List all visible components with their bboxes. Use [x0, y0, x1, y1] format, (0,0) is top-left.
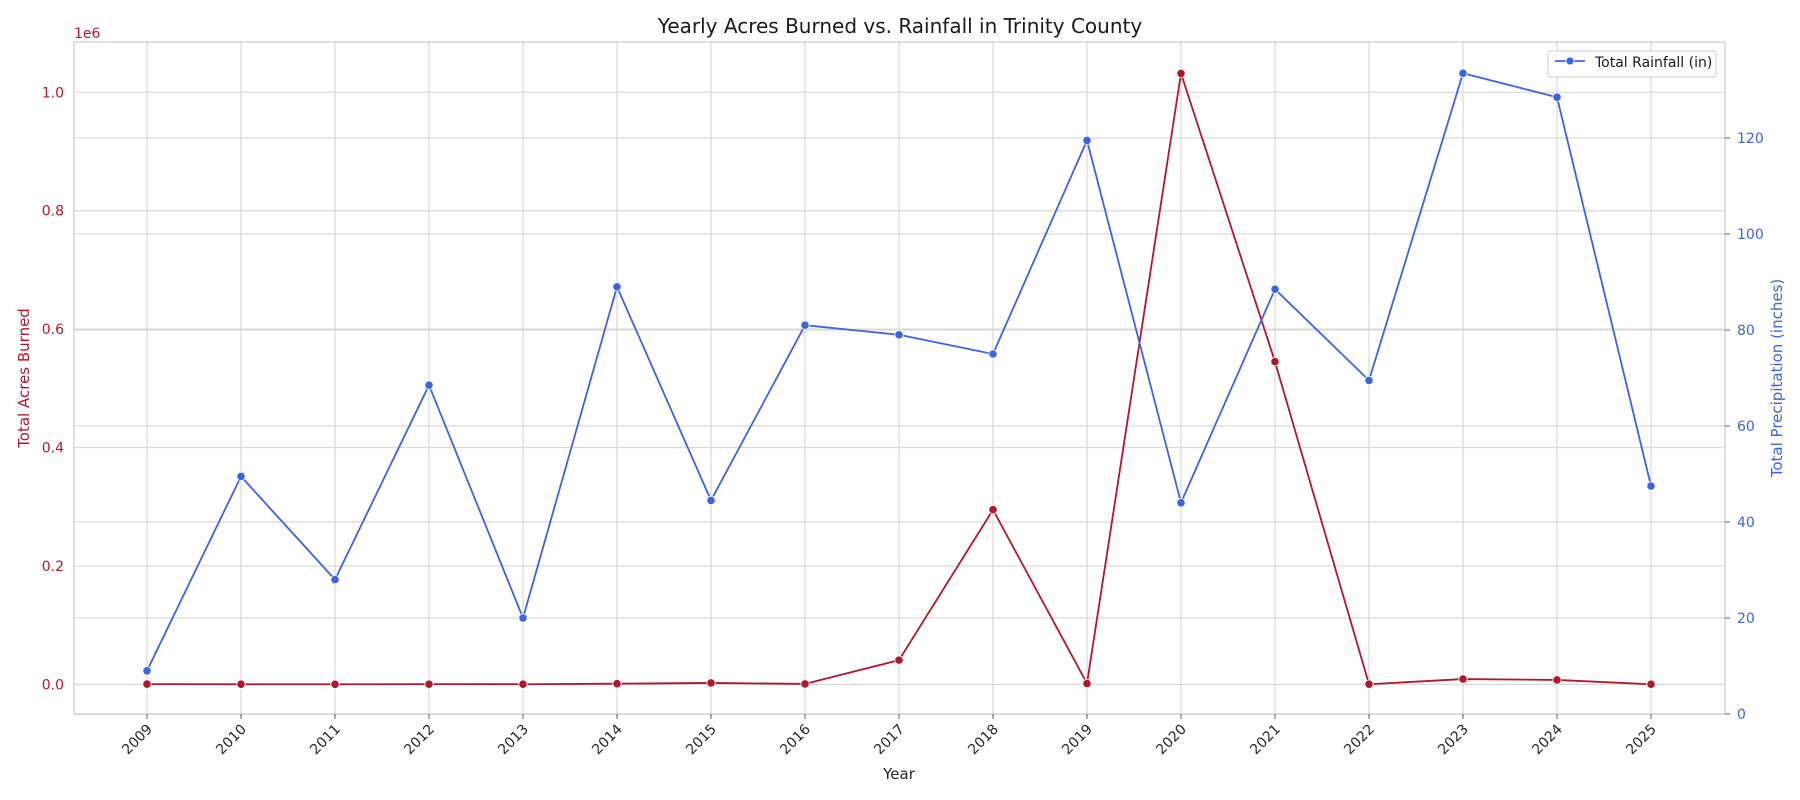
x-tick-label: 2017: [871, 722, 908, 759]
data-point-rainfall: [1270, 284, 1280, 294]
legend: Total Rainfall (in): [1547, 50, 1717, 78]
y-right-tick-label: 60: [1737, 419, 1755, 435]
x-tick-label: 2013: [495, 722, 532, 759]
right-axis-title: Total Precipitation (inches): [1768, 279, 1786, 479]
x-tick-label: 2009: [119, 722, 156, 759]
y-left-tick-label: 0.8: [42, 204, 64, 220]
x-tick-label: 2019: [1059, 722, 1096, 759]
data-point-rainfall: [236, 471, 246, 481]
x-axis-title: Year: [882, 765, 916, 783]
y-right-tick-label: 40: [1737, 515, 1755, 531]
data-point-rainfall: [612, 282, 622, 292]
y-right-tick-label: 0: [1737, 707, 1746, 723]
x-tick-label: 2023: [1435, 722, 1472, 759]
data-point-acres-burned: [800, 679, 810, 689]
data-point-rainfall: [424, 380, 434, 390]
y-left-tick-label: 0.6: [42, 322, 64, 338]
data-point-rainfall: [1176, 498, 1186, 508]
data-point-rainfall: [988, 349, 998, 359]
data-point-acres-burned: [518, 679, 528, 689]
data-point-acres-burned: [1646, 679, 1656, 689]
data-point-rainfall: [1552, 92, 1562, 102]
x-tick-label: 2012: [401, 722, 438, 759]
y-left-tick-label: 0.0: [42, 677, 64, 693]
legend-box: [1547, 50, 1717, 78]
x-tick-label: 2022: [1341, 722, 1378, 759]
data-point-rainfall: [894, 330, 904, 340]
data-point-acres-burned: [236, 679, 246, 689]
ticks-layer: 2009 2010 2011 2012 2013 2014 2015 2016 2017 2018…: [42, 85, 1764, 758]
legend-marker-rainfall: [1565, 56, 1575, 66]
data-point-acres-burned: [1552, 675, 1562, 685]
x-tick-label: 2014: [589, 721, 626, 758]
x-tick-label: 2024: [1529, 721, 1566, 758]
data-point-rainfall: [1082, 135, 1092, 145]
x-tick-label: 2010: [213, 722, 250, 759]
x-tick-label: 2021: [1247, 722, 1284, 759]
x-tick-label: 2011: [307, 722, 344, 759]
x-tick-label: 2016: [777, 721, 814, 758]
y-left-tick-label: 1.0: [42, 85, 64, 101]
data-point-acres-burned: [706, 678, 716, 688]
y-right-tick-label: 100: [1737, 227, 1764, 243]
data-point-acres-burned: [894, 655, 904, 665]
y-left-tick-label: 0.2: [42, 559, 64, 575]
data-point-acres-burned: [424, 679, 434, 689]
chart-title: Yearly Acres Burned vs. Rainfall in Trin…: [657, 14, 1143, 38]
data-point-rainfall: [330, 574, 340, 585]
left-axis-title: Total Acres Burned: [15, 308, 33, 449]
data-point-rainfall: [1646, 481, 1656, 491]
data-point-rainfall: [800, 320, 810, 330]
x-tick-label: 2018: [965, 722, 1002, 759]
data-point-acres-burned: [988, 505, 998, 515]
x-tick-label: 2025: [1623, 722, 1660, 759]
data-point-rainfall: [1364, 375, 1374, 385]
data-point-acres-burned: [1082, 678, 1092, 689]
data-point-rainfall: [1458, 68, 1468, 78]
data-point-rainfall: [706, 495, 716, 505]
data-point-acres-burned: [1176, 68, 1186, 78]
data-point-acres-burned: [1458, 674, 1468, 684]
x-tick-label: 2020: [1153, 722, 1190, 759]
y-left-tick-label: 0.4: [42, 441, 64, 457]
data-point-acres-burned: [142, 679, 152, 689]
y-right-tick-label: 80: [1737, 323, 1755, 339]
data-point-rainfall: [142, 666, 152, 676]
x-tick-label: 2015: [683, 722, 720, 759]
left-axis-offset-label: 1e6: [74, 26, 101, 42]
y-right-tick-label: 20: [1737, 611, 1755, 627]
data-point-rainfall: [518, 613, 528, 623]
data-point-acres-burned: [1364, 679, 1374, 689]
y-right-tick-label: 120: [1737, 131, 1764, 147]
data-point-acres-burned: [612, 679, 622, 689]
data-point-acres-burned: [1270, 357, 1280, 367]
grid-layer: [74, 42, 1725, 715]
series-layer: [142, 68, 1656, 689]
legend-label-rainfall: Total Rainfall (in): [1594, 55, 1712, 71]
data-point-acres-burned: [330, 679, 340, 689]
